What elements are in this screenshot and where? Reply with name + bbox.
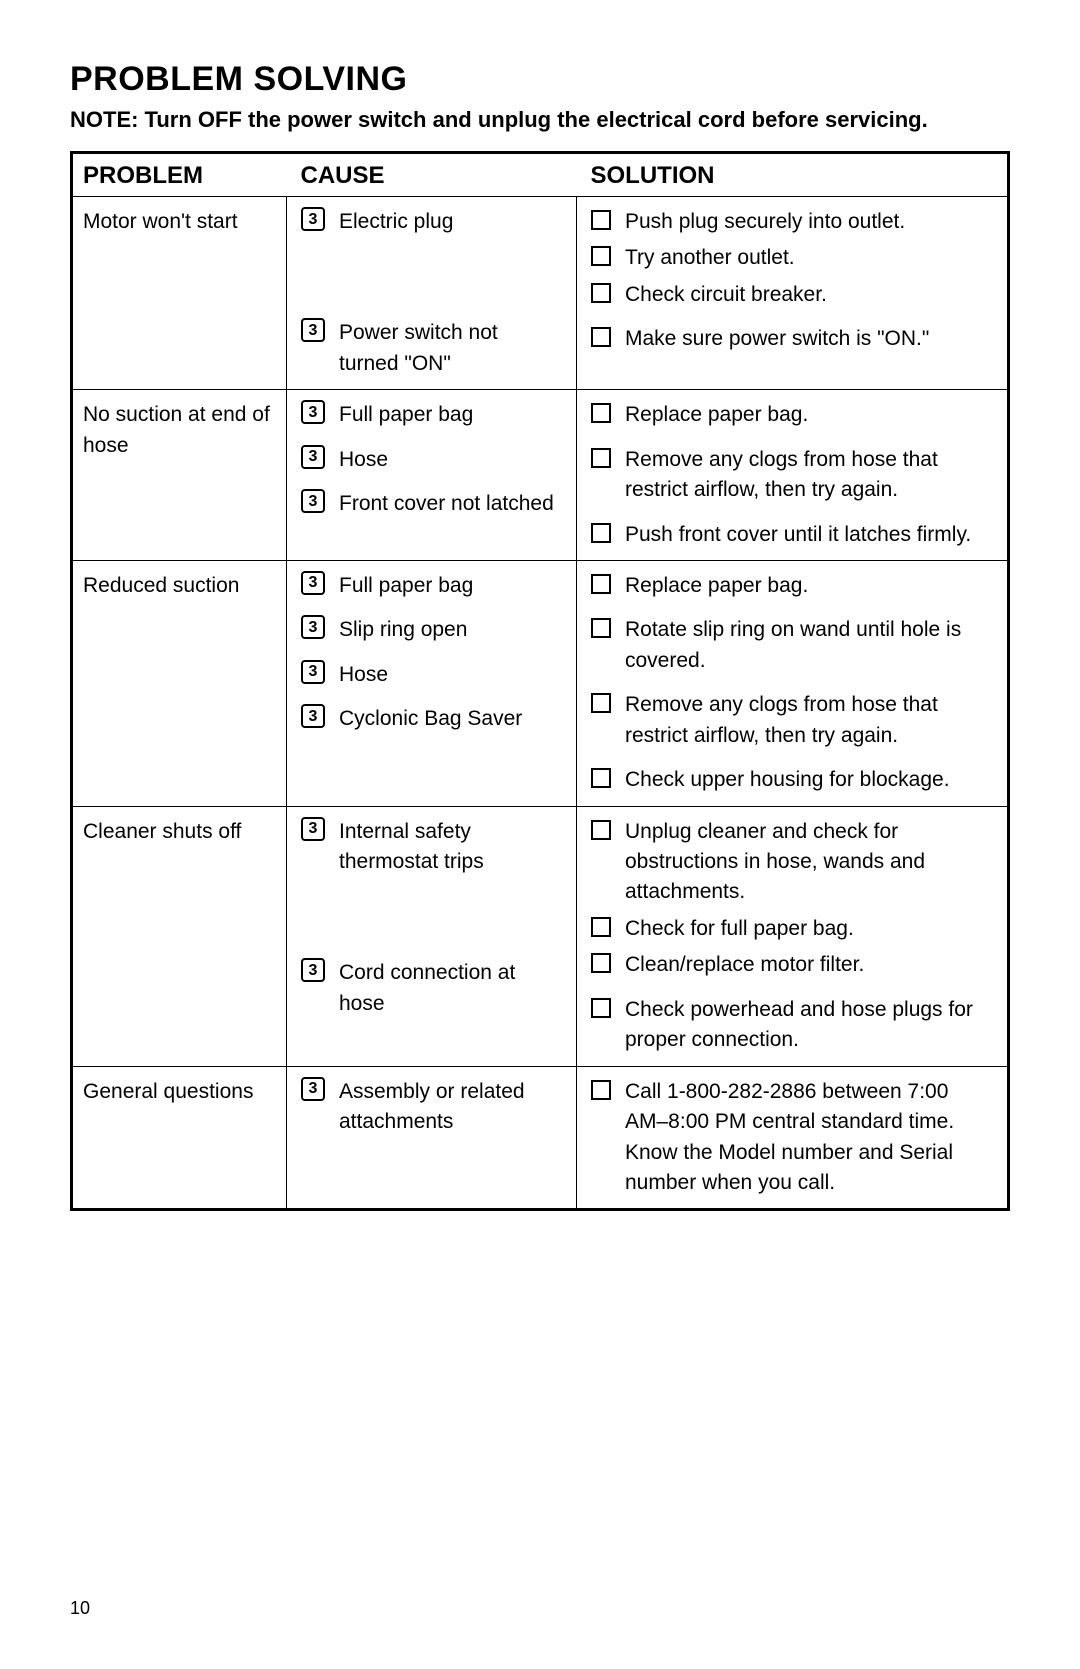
cause-text: Cyclonic Bag Saver — [339, 704, 562, 734]
cause-cell: 3 Electric plug 3 Power switch not turned … — [287, 197, 577, 390]
cause-text: Internal safety thermostat trips — [339, 817, 562, 878]
solution-checkbox-icon — [591, 693, 611, 713]
solution-cell: Replace paper bag. Rotate slip ring on wa… — [577, 560, 1009, 806]
cause-bullet-icon: 3 — [301, 571, 325, 595]
cause-bullet-icon: 3 — [301, 615, 325, 639]
cause-cell: 3 Assembly or related attachments — [287, 1066, 577, 1210]
problem-solving-table: PROBLEM CAUSE SOLUTION Motor won't start… — [70, 151, 1010, 1211]
solution-cell: Push plug securely into outlet. Try anoth… — [577, 197, 1009, 390]
solution-checkbox-icon — [591, 768, 611, 788]
cause-text: Assembly or related attachments — [339, 1077, 562, 1138]
solution-text: Check for full paper bag. — [625, 914, 993, 944]
cause-bullet-icon: 3 — [301, 318, 325, 342]
problem-cell: No suction at end of hose — [72, 390, 287, 561]
solution-checkbox-icon — [591, 403, 611, 423]
cause-bullet-icon: 3 — [301, 660, 325, 684]
solution-checkbox-icon — [591, 1080, 611, 1100]
cause-cell: 3 Full paper bag 3 Slip ring open 3 Hose 3 Cycl… — [287, 560, 577, 806]
table-header-row: PROBLEM CAUSE SOLUTION — [72, 153, 1009, 197]
header-problem: PROBLEM — [72, 153, 287, 197]
solution-text: Check powerhead and hose plugs for prope… — [625, 995, 993, 1056]
cause-text: Full paper bag — [339, 400, 562, 430]
solution-checkbox-icon — [591, 998, 611, 1018]
solution-text: Call 1-800-282-2886 between 7:00 AM–8:00… — [625, 1077, 993, 1199]
cause-bullet-icon: 3 — [301, 817, 325, 841]
table-row: Motor won't start 3 Electric plug 3 Power s… — [72, 197, 1009, 390]
solution-text: Rotate slip ring on wand until hole is c… — [625, 615, 993, 676]
solution-checkbox-icon — [591, 820, 611, 840]
cause-cell: 3 Internal safety thermostat trips 3 Cord … — [287, 806, 577, 1066]
solution-checkbox-icon — [591, 448, 611, 468]
solution-checkbox-icon — [591, 210, 611, 230]
problem-cell: Cleaner shuts off — [72, 806, 287, 1066]
solution-text: Push front cover until it latches firmly… — [625, 520, 993, 550]
solution-checkbox-icon — [591, 283, 611, 303]
cause-bullet-icon: 3 — [301, 400, 325, 424]
solution-text: Try another outlet. — [625, 243, 993, 273]
header-cause: CAUSE — [287, 153, 577, 197]
solution-text: Push plug securely into outlet. — [625, 207, 993, 237]
cause-text: Hose — [339, 660, 562, 690]
problem-cell: Motor won't start — [72, 197, 287, 390]
table-row: General questions 3 Assembly or related at… — [72, 1066, 1009, 1210]
cause-text: Front cover not latched — [339, 489, 562, 519]
solution-checkbox-icon — [591, 246, 611, 266]
solution-checkbox-icon — [591, 327, 611, 347]
cause-text: Power switch not turned "ON" — [339, 318, 562, 379]
solution-cell: Replace paper bag. Remove any clogs from … — [577, 390, 1009, 561]
solution-text: Make sure power switch is "ON." — [625, 324, 993, 354]
solution-checkbox-icon — [591, 917, 611, 937]
problem-cell: General questions — [72, 1066, 287, 1210]
solution-text: Replace paper bag. — [625, 571, 993, 601]
cause-bullet-icon: 3 — [301, 1077, 325, 1101]
table-row: No suction at end of hose 3 Full paper bag… — [72, 390, 1009, 561]
problem-cell: Reduced suction — [72, 560, 287, 806]
cause-text: Electric plug — [339, 207, 562, 237]
cause-bullet-icon: 3 — [301, 704, 325, 728]
solution-text: Check upper housing for blockage. — [625, 765, 993, 795]
page-title: PROBLEM SOLVING — [70, 60, 1010, 99]
header-solution: SOLUTION — [577, 153, 1009, 197]
cause-cell: 3 Full paper bag 3 Hose 3 Front cover not lat… — [287, 390, 577, 561]
safety-note: NOTE: Turn OFF the power switch and unpl… — [70, 107, 1010, 133]
cause-bullet-icon: 3 — [301, 445, 325, 469]
cause-text: Slip ring open — [339, 615, 562, 645]
cause-bullet-icon: 3 — [301, 207, 325, 231]
solution-text: Remove any clogs from hose that restrict… — [625, 445, 993, 506]
solution-checkbox-icon — [591, 618, 611, 638]
solution-cell: Unplug cleaner and check for obstruction… — [577, 806, 1009, 1066]
solution-text: Remove any clogs from hose that restrict… — [625, 690, 993, 751]
cause-text: Hose — [339, 445, 562, 475]
cause-text: Full paper bag — [339, 571, 562, 601]
manual-page: PROBLEM SOLVING NOTE: Turn OFF the power… — [0, 0, 1080, 1669]
table-row: Reduced suction 3 Full paper bag 3 Slip ring… — [72, 560, 1009, 806]
table-row: Cleaner shuts off 3 Internal safety thermo… — [72, 806, 1009, 1066]
cause-bullet-icon: 3 — [301, 958, 325, 982]
cause-text: Cord connection at hose — [339, 958, 562, 1019]
solution-checkbox-icon — [591, 953, 611, 973]
solution-text: Unplug cleaner and check for obstruction… — [625, 817, 993, 908]
solution-text: Clean/replace motor filter. — [625, 950, 993, 980]
solution-text: Check circuit breaker. — [625, 280, 993, 310]
solution-checkbox-icon — [591, 523, 611, 543]
solution-checkbox-icon — [591, 574, 611, 594]
solution-text: Replace paper bag. — [625, 400, 993, 430]
solution-cell: Call 1-800-282-2886 between 7:00 AM–8:00… — [577, 1066, 1009, 1210]
page-number: 10 — [70, 1598, 90, 1619]
cause-bullet-icon: 3 — [301, 489, 325, 513]
